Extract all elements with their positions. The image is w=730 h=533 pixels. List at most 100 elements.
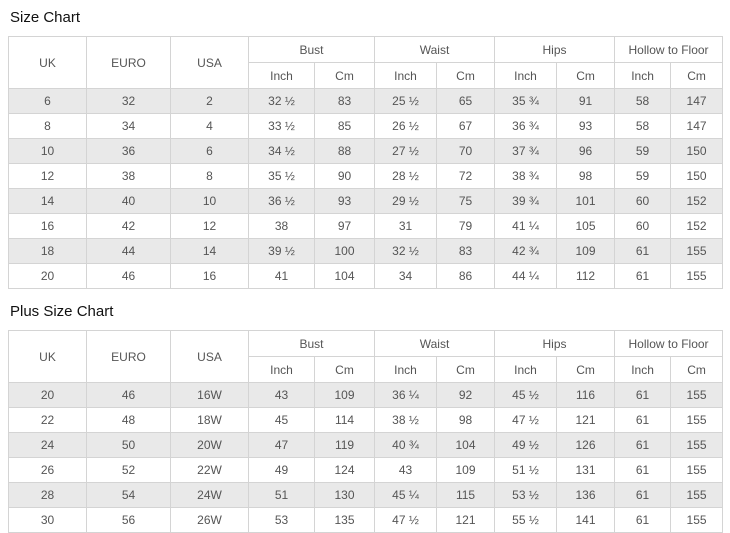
table-cell: 41 ¼ [494, 213, 558, 239]
header-usa: USA [170, 36, 249, 89]
plus-size-chart-table: UK EURO USA Bust Waist Hips Hollow to Fl… [8, 330, 724, 533]
table-cell: 56 [86, 507, 171, 533]
table-cell: 35 ¾ [494, 88, 558, 114]
header-hollow-inch: Inch [614, 356, 672, 383]
table-cell: 155 [670, 507, 724, 533]
table-row: 6 32 2 32 ½ 83 25 ½ 65 35 ¾ 91 58 147 [8, 88, 724, 114]
header-hollow-inch: Inch [614, 62, 672, 89]
table-cell: 32 ½ [374, 238, 438, 264]
plus-size-chart-body: 20 46 16W 43 109 36 ¼ 92 45 ½ 116 61 155 22 48 18W 45 1… [8, 382, 724, 533]
table-cell: 39 ¾ [494, 188, 558, 214]
table-cell: 53 [248, 507, 315, 533]
table-cell: 32 [86, 88, 171, 114]
table-cell: 119 [313, 432, 376, 458]
table-cell: 130 [313, 482, 376, 508]
table-cell: 155 [670, 457, 724, 483]
table-row: 22 48 18W 45 114 38 ½ 98 47 ½ 121 61 155 [8, 407, 724, 433]
table-cell: 98 [556, 163, 616, 189]
header-hollow-to-floor: Hollow to Floor [614, 330, 724, 357]
table-cell: 49 [248, 457, 315, 483]
table-cell: 2 [170, 88, 249, 114]
header-waist: Waist [374, 330, 496, 357]
header-euro: EURO [86, 330, 171, 383]
table-cell: 20 [8, 382, 87, 408]
table-cell: 16W [170, 382, 249, 408]
table-cell: 27 ½ [374, 138, 438, 164]
table-cell: 131 [556, 457, 616, 483]
table-cell: 42 ¾ [494, 238, 558, 264]
table-cell: 16 [170, 263, 249, 289]
table-cell: 109 [436, 457, 496, 483]
table-cell: 49 ½ [494, 432, 558, 458]
table-row: 28 54 24W 51 130 45 ¼ 115 53 ½ 136 61 155 [8, 482, 724, 508]
table-cell: 55 ½ [494, 507, 558, 533]
table-cell: 36 ¼ [374, 382, 438, 408]
table-cell: 150 [670, 138, 724, 164]
table-cell: 8 [8, 113, 87, 139]
table-cell: 101 [556, 188, 616, 214]
table-cell: 93 [313, 188, 376, 214]
table-cell: 33 ½ [248, 113, 315, 139]
table-cell: 38 [86, 163, 171, 189]
table-cell: 38 ½ [374, 407, 438, 433]
table-cell: 32 ½ [248, 88, 315, 114]
table-cell: 115 [436, 482, 496, 508]
table-cell: 91 [556, 88, 616, 114]
header-bust-inch: Inch [248, 356, 315, 383]
table-cell: 43 [248, 382, 315, 408]
plus-size-chart-header: UK EURO USA Bust Waist Hips Hollow to Fl… [8, 330, 724, 383]
table-cell: 41 [248, 263, 315, 289]
table-cell: 46 [86, 263, 171, 289]
table-cell: 44 [86, 238, 171, 264]
table-cell: 65 [436, 88, 496, 114]
table-cell: 75 [436, 188, 496, 214]
table-cell: 60 [614, 213, 672, 239]
table-row: 16 42 12 38 97 31 79 41 ¼ 105 60 152 [8, 213, 724, 239]
table-cell: 93 [556, 113, 616, 139]
table-cell: 16 [8, 213, 87, 239]
table-cell: 6 [8, 88, 87, 114]
table-cell: 61 [614, 407, 672, 433]
table-cell: 90 [313, 163, 376, 189]
table-cell: 86 [436, 263, 496, 289]
plus-size-chart-title: Plus Size Chart [10, 303, 114, 320]
table-cell: 104 [313, 263, 376, 289]
table-cell: 18W [170, 407, 249, 433]
table-row: 26 52 22W 49 124 43 109 51 ½ 131 61 155 [8, 457, 724, 483]
table-cell: 135 [313, 507, 376, 533]
table-cell: 83 [313, 88, 376, 114]
table-cell: 53 ½ [494, 482, 558, 508]
header-hips-cm: Cm [556, 356, 616, 383]
table-cell: 26 ½ [374, 113, 438, 139]
header-hollow-cm: Cm [670, 62, 724, 89]
table-row: 18 44 14 39 ½ 100 32 ½ 83 42 ¾ 109 61 155 [8, 238, 724, 264]
header-waist-inch: Inch [374, 356, 438, 383]
table-cell: 136 [556, 482, 616, 508]
table-cell: 36 ¾ [494, 113, 558, 139]
table-cell: 96 [556, 138, 616, 164]
table-cell: 39 ½ [248, 238, 315, 264]
table-row: 30 56 26W 53 135 47 ½ 121 55 ½ 141 61 155 [8, 507, 724, 533]
table-cell: 12 [170, 213, 249, 239]
table-cell: 147 [670, 88, 724, 114]
table-row: 20 46 16 41 104 34 86 44 ¼ 112 61 155 [8, 263, 724, 289]
table-cell: 98 [436, 407, 496, 433]
table-cell: 18 [8, 238, 87, 264]
table-cell: 29 ½ [374, 188, 438, 214]
table-cell: 20W [170, 432, 249, 458]
header-bust: Bust [247, 36, 376, 63]
table-cell: 124 [313, 457, 376, 483]
table-cell: 45 ½ [494, 382, 558, 408]
table-cell: 40 [86, 188, 171, 214]
table-cell: 116 [556, 382, 616, 408]
table-cell: 155 [670, 407, 724, 433]
table-cell: 52 [86, 457, 171, 483]
table-cell: 70 [436, 138, 496, 164]
table-cell: 114 [313, 407, 376, 433]
table-cell: 36 ½ [248, 188, 315, 214]
table-cell: 141 [556, 507, 616, 533]
table-cell: 61 [614, 263, 672, 289]
table-cell: 43 [374, 457, 438, 483]
table-cell: 47 [248, 432, 315, 458]
table-cell: 50 [86, 432, 171, 458]
